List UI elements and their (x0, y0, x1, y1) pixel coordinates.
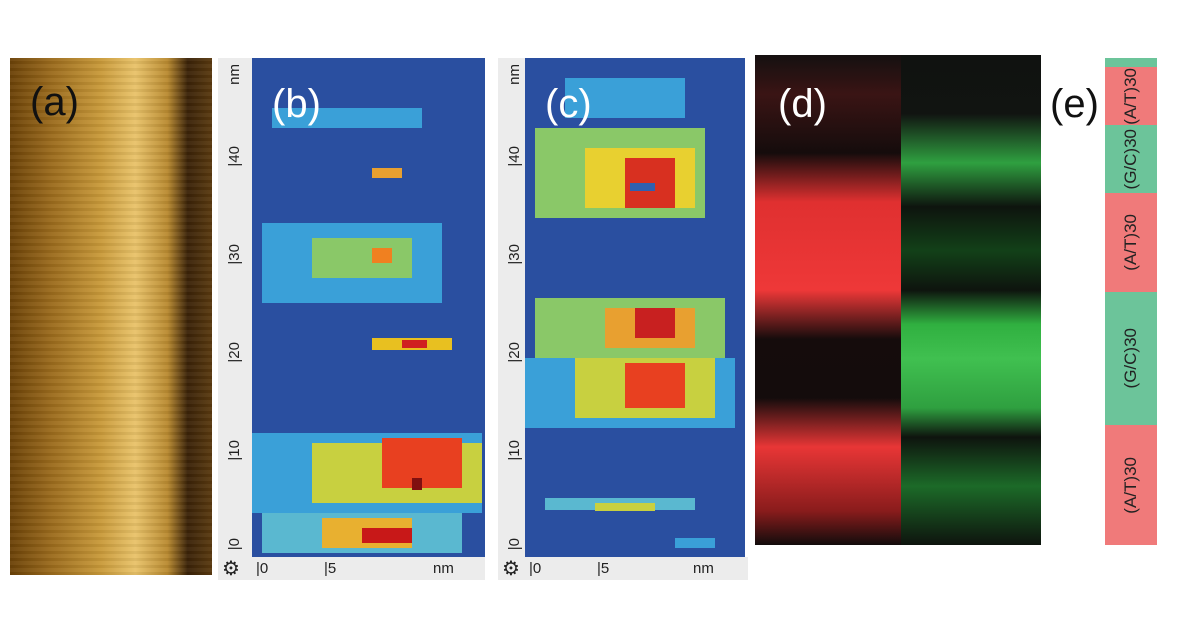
gear-icon[interactable]: ⚙ (222, 558, 240, 580)
x-unit-label: nm (693, 560, 714, 577)
heatmap-cell (625, 363, 685, 408)
segment-label: (G/C)30 (1121, 128, 1140, 190)
sequence-segment: (A/T)30 (1105, 67, 1157, 125)
y-tick-label: |40 (506, 146, 523, 167)
panel-label-d: (d) (778, 82, 827, 126)
sequence-segment (1105, 58, 1157, 67)
sequence-segment: (G/C)30 (1105, 292, 1157, 425)
x-unit-label: nm (433, 560, 454, 577)
heatmap-cell (272, 108, 422, 128)
gear-icon[interactable]: ⚙ (502, 558, 520, 580)
y-unit-label: nm (506, 64, 523, 85)
y-tick-label: |30 (506, 244, 523, 265)
y-tick-label: |10 (226, 440, 243, 461)
heatmap-cell (595, 503, 655, 511)
sequence-segment: (A/T)30 (1105, 193, 1157, 292)
segment-label: (G/C)30 (1121, 328, 1140, 389)
heatmap-b (252, 58, 485, 557)
heatmap-cell (635, 308, 675, 338)
heatmap-cell (675, 538, 715, 548)
y-tick-label: |0 (506, 538, 523, 551)
y-tick-label: |20 (226, 342, 243, 363)
y-tick-label: |40 (226, 146, 243, 167)
green-fluorescence-strip (901, 55, 1041, 545)
heatmap-cell (630, 183, 655, 191)
y-axis-c (498, 58, 525, 557)
heatmap-c (525, 58, 745, 557)
panel-label-c: (c) (545, 82, 592, 126)
x-tick-label: |0 (256, 560, 269, 577)
y-tick-label: |20 (506, 342, 523, 363)
y-tick-label: |0 (226, 538, 243, 551)
segment-label: (A/T)30 (1121, 456, 1140, 514)
x-axis-c (498, 557, 748, 580)
x-tick-label: |5 (597, 560, 610, 577)
segment-label: (A/T)30 (1121, 67, 1140, 125)
panel-label-a: (a) (30, 80, 79, 124)
heatmap-cell (312, 238, 412, 278)
heatmap-cell (382, 438, 462, 488)
heatmap-cell (372, 248, 392, 263)
segment-label: (A/T)30 (1121, 214, 1140, 271)
afm-image-panel (10, 58, 212, 575)
y-tick-label: |10 (506, 440, 523, 461)
afm-image-texture (10, 58, 212, 575)
x-tick-label: |5 (324, 560, 337, 577)
panel-label-e: (e) (1050, 82, 1099, 126)
heatmap-cell (412, 478, 422, 490)
red-fluorescence-strip (755, 55, 901, 545)
heatmap-cell (372, 168, 402, 178)
heatmap-cell (362, 528, 412, 543)
y-axis-b (218, 58, 252, 557)
heatmap-cell (565, 78, 685, 118)
panel-label-b: (b) (272, 82, 321, 126)
y-unit-label: nm (226, 64, 243, 85)
sequence-segment: (A/T)30 (1105, 425, 1157, 545)
sequence-segment: (G/C)30 (1105, 125, 1157, 193)
x-axis-b (218, 557, 485, 580)
x-tick-label: |0 (529, 560, 542, 577)
heatmap-cell (402, 340, 427, 348)
y-tick-label: |30 (226, 244, 243, 265)
